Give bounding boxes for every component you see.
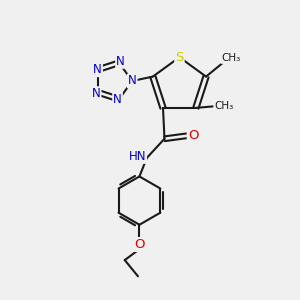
Text: N: N: [93, 63, 102, 76]
Text: N: N: [92, 87, 100, 100]
Text: N: N: [116, 55, 125, 68]
Text: S: S: [175, 51, 184, 64]
Text: N: N: [128, 74, 136, 88]
Text: CH₃: CH₃: [214, 101, 233, 111]
Text: N: N: [113, 93, 122, 106]
Text: O: O: [134, 238, 145, 251]
Text: CH₃: CH₃: [221, 53, 241, 63]
Text: O: O: [188, 129, 198, 142]
Text: HN: HN: [129, 150, 146, 163]
